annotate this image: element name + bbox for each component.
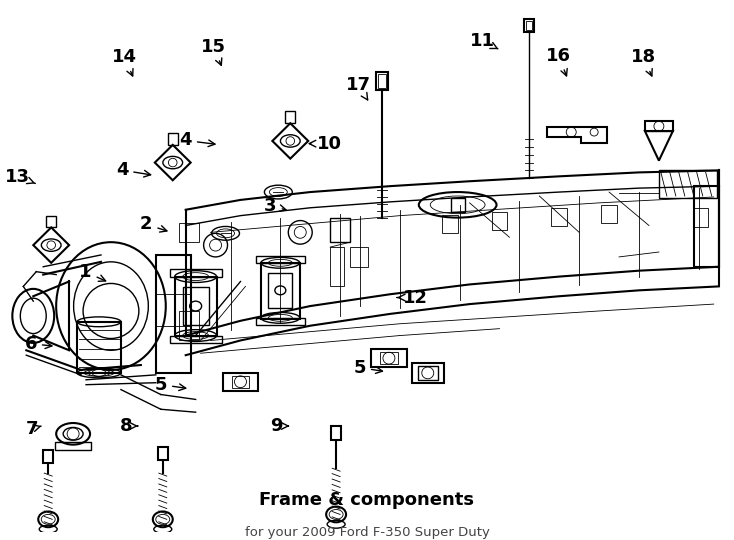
Bar <box>380 352 398 364</box>
Text: 5: 5 <box>155 376 186 394</box>
Text: 10: 10 <box>309 134 341 153</box>
Bar <box>269 273 292 308</box>
Bar <box>156 255 191 373</box>
Bar <box>168 133 178 145</box>
Text: 13: 13 <box>5 167 35 186</box>
Bar <box>601 205 617 222</box>
Bar <box>442 215 458 233</box>
Bar <box>222 373 258 390</box>
Bar <box>645 122 673 131</box>
Bar <box>178 222 199 242</box>
Bar <box>378 74 386 88</box>
Bar <box>526 21 532 30</box>
Bar <box>170 269 222 276</box>
Bar <box>158 447 168 461</box>
Text: 7: 7 <box>26 420 41 437</box>
Text: Frame & components: Frame & components <box>260 491 474 509</box>
Bar <box>694 208 708 227</box>
Text: 3: 3 <box>264 197 286 215</box>
Bar <box>178 311 199 340</box>
Text: 18: 18 <box>631 48 656 76</box>
Bar <box>261 263 300 319</box>
Text: 4: 4 <box>116 161 150 179</box>
Bar <box>183 287 208 325</box>
Bar <box>659 171 716 198</box>
Bar <box>55 442 91 450</box>
Bar <box>418 366 437 380</box>
Bar <box>256 318 305 325</box>
Text: 1: 1 <box>79 263 106 281</box>
Bar <box>286 111 295 123</box>
Text: 14: 14 <box>112 48 137 76</box>
Bar <box>371 349 407 367</box>
Text: 2: 2 <box>140 215 167 233</box>
Bar <box>331 426 341 440</box>
Text: 6: 6 <box>24 335 52 353</box>
Bar <box>492 212 507 230</box>
Bar <box>524 19 534 32</box>
Bar <box>256 256 305 263</box>
Bar <box>170 335 222 343</box>
Bar <box>694 186 719 267</box>
Bar <box>551 208 567 226</box>
Bar <box>376 72 388 90</box>
Text: 8: 8 <box>120 417 137 435</box>
Bar <box>175 276 217 335</box>
Text: 16: 16 <box>546 46 571 76</box>
Text: 17: 17 <box>346 76 371 100</box>
Bar <box>451 198 465 212</box>
Bar <box>412 363 444 383</box>
Bar <box>43 450 53 463</box>
Bar <box>350 247 368 267</box>
Text: 15: 15 <box>201 37 226 65</box>
Text: for your 2009 Ford F-350 Super Duty: for your 2009 Ford F-350 Super Duty <box>244 525 490 538</box>
Bar <box>330 218 350 242</box>
Text: 9: 9 <box>270 417 288 435</box>
Bar <box>330 247 344 286</box>
Bar <box>231 376 250 388</box>
Text: 4: 4 <box>179 131 215 150</box>
Bar <box>46 215 57 227</box>
Text: 11: 11 <box>470 32 498 50</box>
Bar <box>77 322 121 373</box>
Text: 5: 5 <box>354 359 382 376</box>
Text: 12: 12 <box>397 288 428 307</box>
